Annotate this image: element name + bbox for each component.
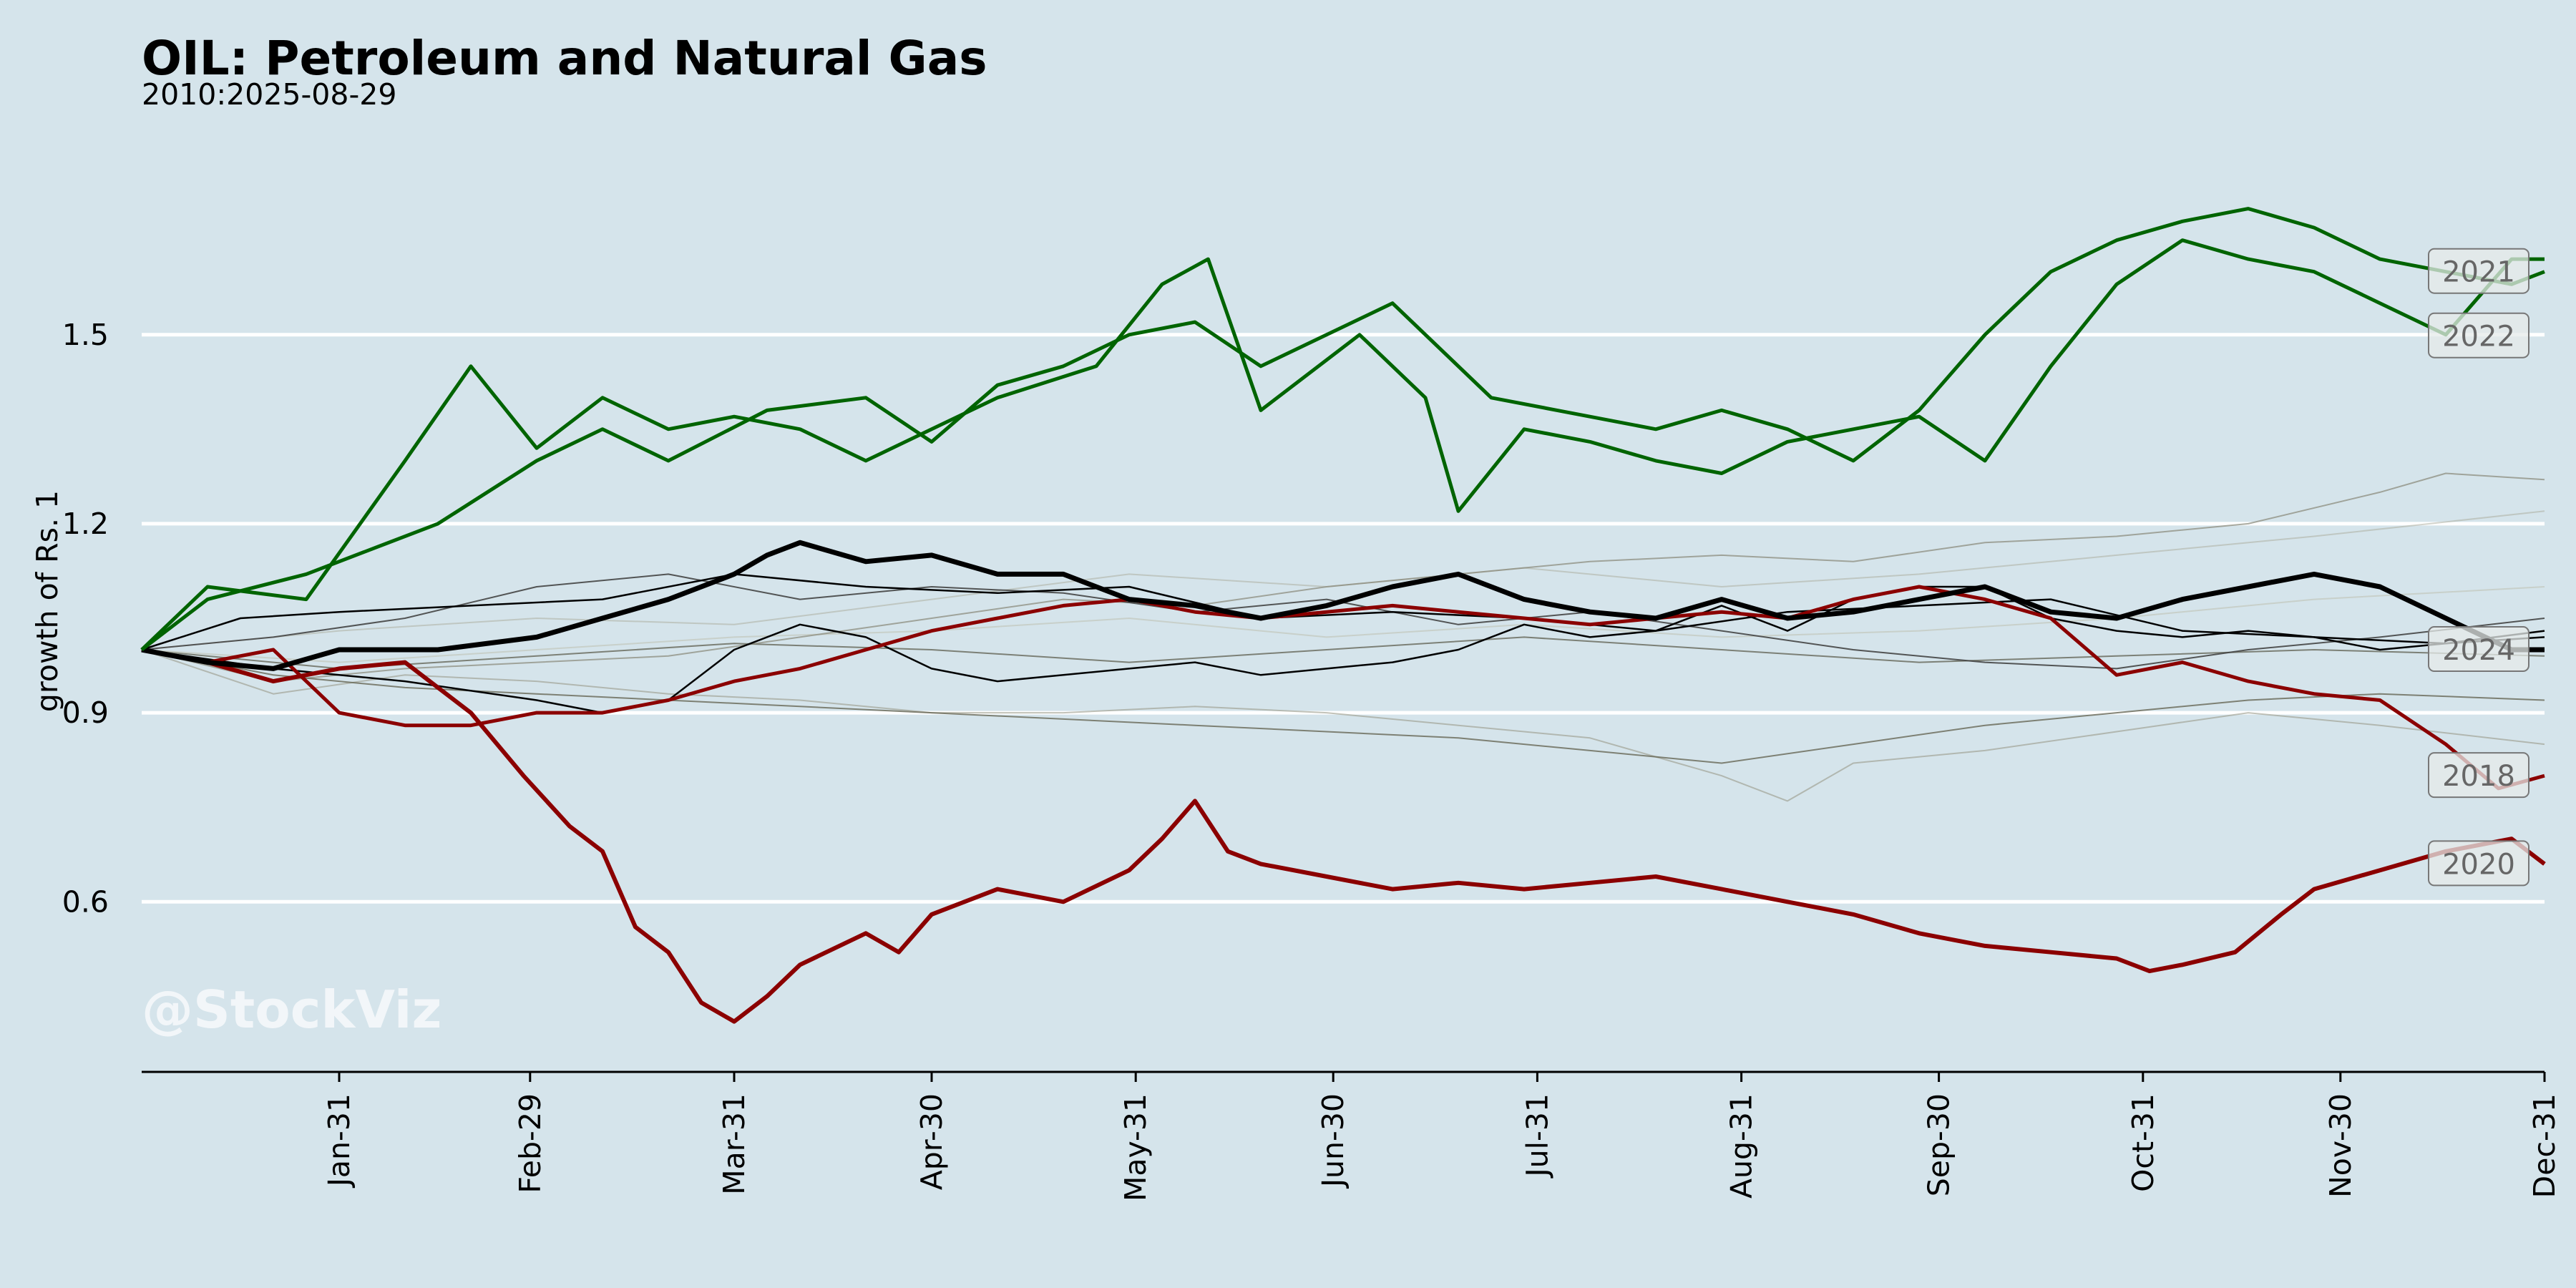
series-end-label: 2018 — [2428, 752, 2529, 799]
series-end-label: 2024 — [2428, 626, 2529, 673]
series-end-label: 2022 — [2428, 312, 2529, 358]
series-end-label-text: 2018 — [2442, 760, 2515, 793]
chart-title: OIL: Petroleum and Natural Gas — [142, 31, 987, 86]
series-line — [141, 472, 2545, 683]
series-line-2022 — [140, 238, 2545, 651]
chart-subtitle: 2010:2025-08-29 — [142, 77, 396, 112]
series-end-label-text: 2020 — [2442, 848, 2515, 881]
series-line — [141, 573, 2545, 651]
series-end-label-text: 2024 — [2442, 634, 2515, 667]
y-tick-label: 1.2 — [62, 507, 109, 541]
series-end-label-text: 2022 — [2442, 321, 2515, 353]
x-axis: Jan-31 Feb-29 Mar-31 Apr-30 May-31 Jun-30 Jul-… — [142, 1070, 2562, 1201]
x-tick-label: Dec-31 — [2527, 1093, 2562, 1198]
series-end-label: 2021 — [2428, 248, 2529, 294]
series-end-label-text: 2021 — [2442, 256, 2515, 289]
x-tick-label: May-31 — [1118, 1093, 1153, 1201]
y-tick-label: 0.6 — [62, 884, 109, 919]
x-tick-label: Jul-31 — [1520, 1093, 1554, 1179]
x-tick-label: Nov-30 — [2323, 1093, 2358, 1198]
watermark: @StockViz — [142, 980, 441, 1040]
y-axis-ticks: 0.6 0.9 1.2 1.5 — [62, 318, 109, 919]
x-tick-label: Mar-31 — [717, 1093, 751, 1195]
grid-lines — [142, 333, 2545, 904]
x-tick-label: Oct-31 — [2126, 1093, 2160, 1192]
x-tick-label: Aug-31 — [1724, 1093, 1759, 1199]
series-line-2020 — [141, 648, 2546, 1024]
series-line-2018 — [141, 585, 2545, 791]
series-line — [141, 649, 2545, 764]
series-line-2024 — [141, 540, 2545, 671]
series-line-2021 — [140, 207, 2545, 651]
x-tick-label: Sep-30 — [1922, 1093, 1956, 1196]
y-axis-label: growth of Rs. 1 — [30, 490, 64, 712]
series-line — [141, 649, 2545, 802]
series-end-labels: 2021 2022 2024 2018 2020 — [2428, 248, 2529, 887]
y-tick-label: 0.9 — [62, 696, 109, 730]
series-line — [141, 573, 2545, 670]
y-tick-label: 1.5 — [62, 318, 109, 352]
series-lines — [140, 207, 2546, 1024]
series-line — [141, 636, 2545, 670]
x-tick-label: Jun-30 — [1316, 1093, 1350, 1189]
series-line — [141, 510, 2545, 650]
x-tick-label: Jan-31 — [322, 1093, 356, 1189]
x-tick-label: Feb-29 — [513, 1093, 547, 1194]
x-tick-label: Apr-30 — [914, 1093, 949, 1190]
series-line — [141, 585, 2545, 714]
series-end-label: 2020 — [2428, 840, 2529, 887]
